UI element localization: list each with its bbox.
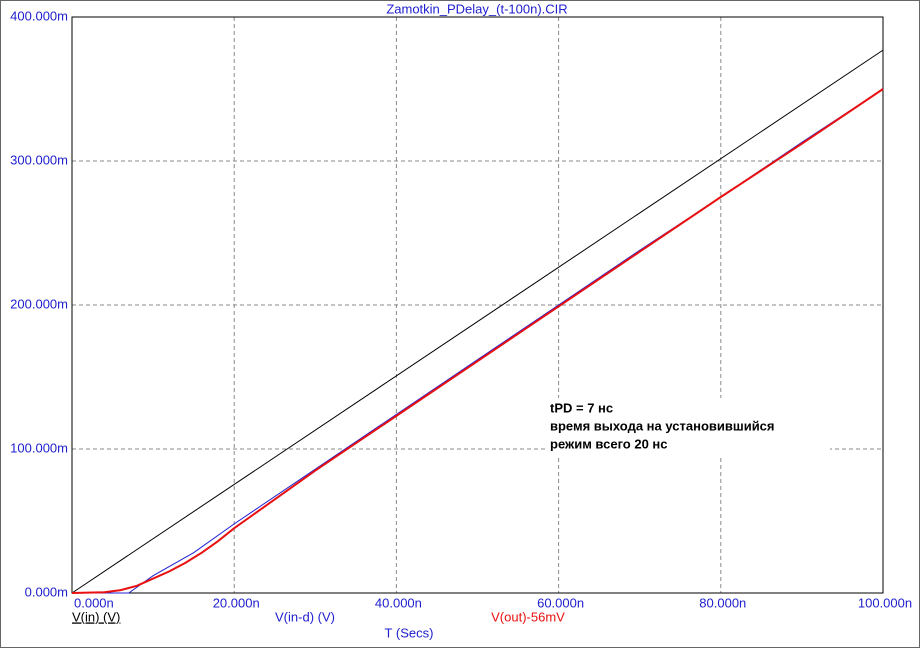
x-tick-label: 40.000n	[375, 595, 422, 610]
x-tick-label: 80.000n	[699, 595, 746, 610]
y-tick-label: 100.000m	[10, 440, 68, 455]
legend-entry: V(in-d) (V)	[275, 609, 335, 624]
x-tick-label: 20.000n	[213, 595, 260, 610]
plot-frame	[71, 16, 884, 594]
y-tick-label: 400.000m	[10, 8, 68, 23]
plot-area: 0.000m 100.000m 200.000m 300.000m 400.000m 0.…	[10, 8, 912, 610]
y-tick-label: 200.000m	[10, 296, 68, 311]
series-line	[71, 49, 884, 594]
series-line	[71, 88, 884, 594]
annotation-box	[545, 398, 830, 456]
legend-entry: V(in) (V)	[72, 609, 120, 624]
y-tick-label: 300.000m	[10, 152, 68, 167]
x-tick-label: 60.000n	[537, 595, 584, 610]
chart-title: Zamotkin_PDelay_(t-100n).CIR	[386, 1, 567, 16]
annotation: режим всего 20 нс	[550, 436, 668, 451]
x-axis-label: T (Secs)	[385, 625, 434, 640]
annotation: время выхода на установившийся	[550, 418, 775, 433]
annotation: tPD = 7 нс	[550, 400, 613, 415]
y-tick-label: 0.000m	[25, 584, 68, 599]
legend-entry: V(out)-56mV	[491, 609, 565, 624]
x-tick-label: 0.000n	[74, 595, 114, 610]
x-tick-label: 100.000n	[858, 595, 912, 610]
